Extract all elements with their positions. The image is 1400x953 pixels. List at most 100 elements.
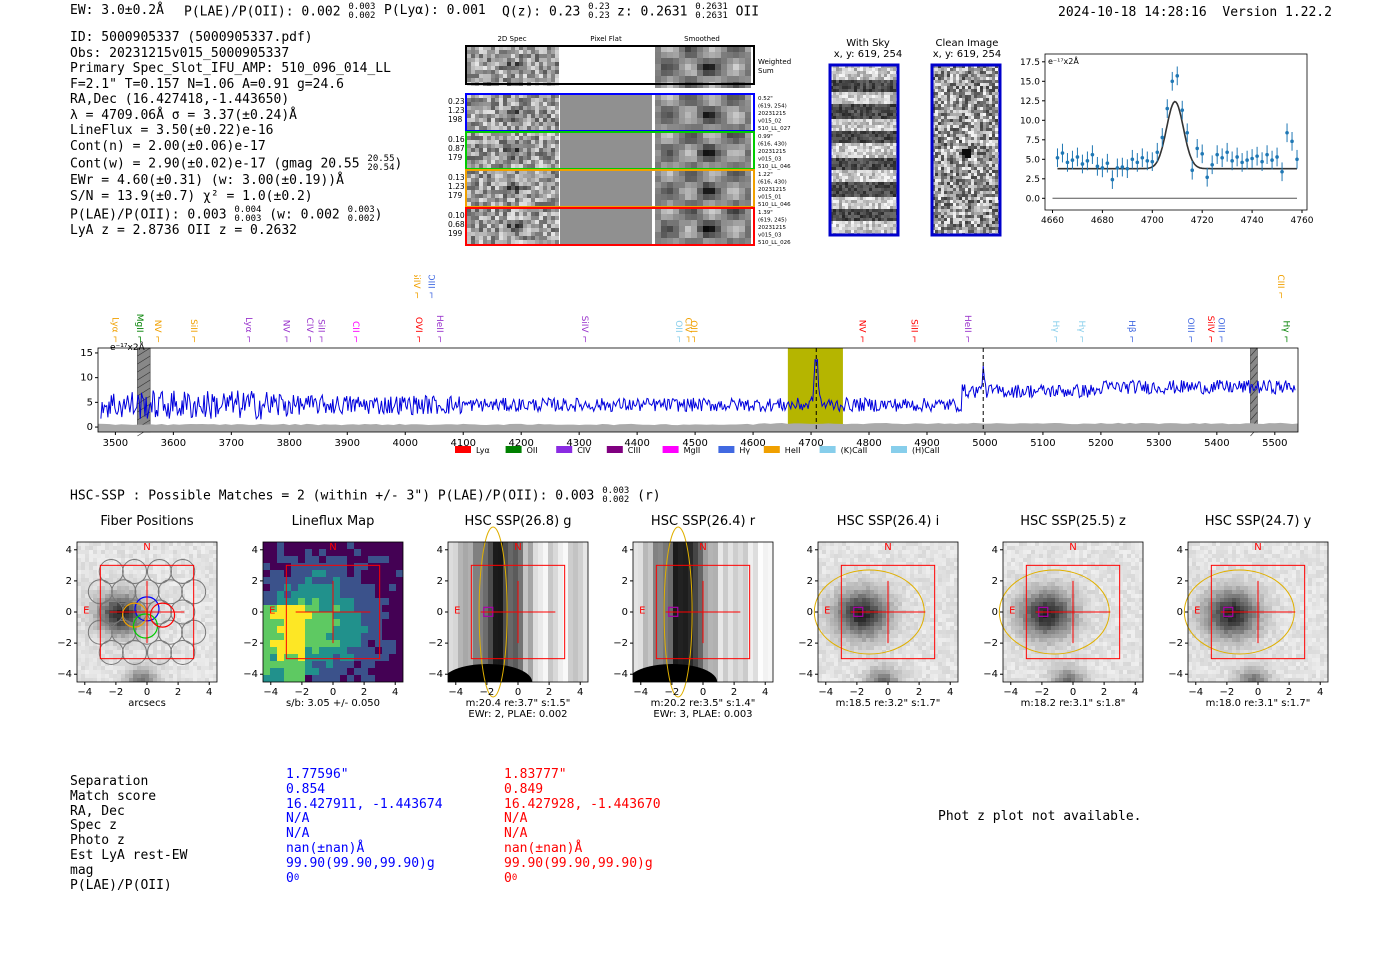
px	[739, 176, 745, 182]
px	[854, 161, 857, 164]
px	[938, 212, 941, 215]
px	[153, 586, 157, 590]
px	[667, 100, 673, 106]
px	[935, 206, 938, 209]
px	[471, 148, 475, 152]
px	[863, 101, 866, 104]
px	[507, 202, 511, 206]
px	[205, 550, 209, 554]
px	[959, 131, 962, 134]
px	[531, 114, 535, 118]
px	[962, 122, 965, 125]
px	[739, 94, 745, 100]
px	[959, 125, 962, 128]
px	[133, 554, 137, 558]
px	[842, 161, 845, 164]
px	[679, 58, 685, 64]
px	[989, 137, 992, 140]
px	[105, 590, 109, 594]
px	[697, 188, 703, 194]
px	[950, 170, 953, 173]
px	[959, 134, 962, 137]
px	[887, 77, 890, 80]
px	[881, 212, 884, 215]
px	[986, 122, 989, 125]
px	[141, 574, 145, 578]
px	[655, 188, 661, 194]
px	[77, 586, 81, 590]
px	[860, 131, 863, 134]
px	[845, 80, 848, 83]
px	[977, 167, 980, 170]
px	[479, 186, 483, 190]
px	[177, 546, 181, 550]
px	[848, 227, 851, 230]
px	[467, 208, 471, 212]
px	[983, 182, 986, 185]
px	[863, 164, 866, 167]
px	[679, 162, 685, 168]
px	[941, 170, 944, 173]
zoom-point	[1105, 161, 1110, 165]
px	[503, 136, 507, 140]
px	[845, 83, 848, 86]
zoom-point	[1145, 159, 1150, 163]
px	[839, 122, 842, 125]
px	[137, 578, 141, 582]
px	[527, 94, 531, 98]
px	[491, 50, 495, 54]
px	[842, 173, 845, 176]
px	[499, 114, 503, 118]
px	[878, 68, 881, 71]
px	[971, 77, 974, 80]
px	[992, 74, 995, 77]
px	[113, 542, 117, 546]
px	[523, 174, 527, 178]
px	[679, 124, 685, 130]
px	[543, 198, 547, 202]
px	[983, 74, 986, 77]
px	[962, 185, 965, 188]
px	[845, 182, 848, 185]
px	[685, 118, 691, 124]
px	[733, 58, 739, 64]
px	[968, 101, 971, 104]
spec-line-label: HeII ⌐	[962, 315, 972, 343]
px	[893, 167, 896, 170]
px	[842, 191, 845, 194]
px	[833, 110, 836, 113]
px	[857, 200, 860, 203]
px	[543, 156, 547, 160]
px	[968, 86, 971, 89]
px	[495, 102, 499, 106]
px	[511, 62, 515, 66]
px	[959, 161, 962, 164]
px	[499, 232, 503, 236]
px	[962, 152, 965, 155]
px	[887, 194, 890, 197]
px	[715, 138, 721, 144]
px	[959, 113, 962, 116]
px	[869, 149, 872, 152]
px	[839, 68, 842, 71]
px	[878, 92, 881, 95]
px	[848, 131, 851, 134]
px	[890, 137, 893, 140]
px	[523, 186, 527, 190]
px	[980, 182, 983, 185]
px	[884, 164, 887, 167]
hsc-image	[77, 542, 217, 682]
px	[977, 110, 980, 113]
px	[839, 155, 842, 158]
px	[869, 224, 872, 227]
px	[944, 80, 947, 83]
px	[531, 178, 535, 182]
px	[842, 227, 845, 230]
px	[97, 562, 101, 566]
px	[161, 546, 165, 550]
px	[679, 150, 685, 156]
px	[986, 152, 989, 155]
px	[721, 226, 727, 232]
px	[515, 62, 519, 66]
px	[129, 566, 133, 570]
